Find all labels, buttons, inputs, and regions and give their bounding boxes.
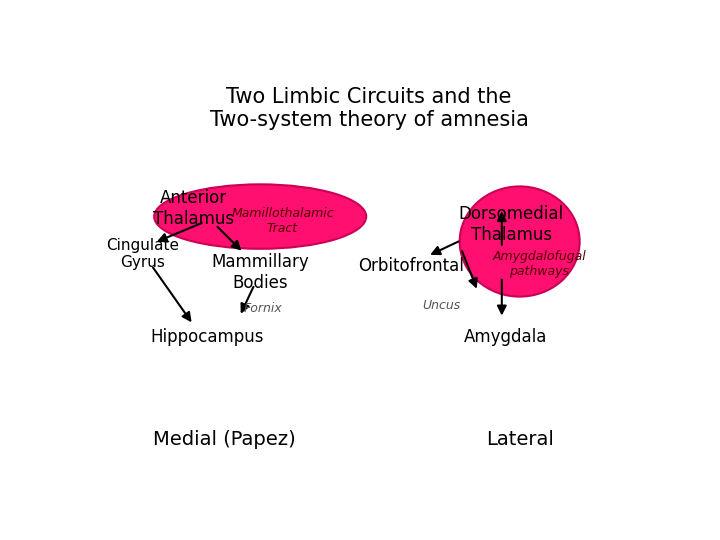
Text: Two Limbic Circuits and the
Two-system theory of amnesia: Two Limbic Circuits and the Two-system t…	[210, 87, 528, 130]
Ellipse shape	[459, 186, 580, 296]
Text: Mamillothalamic
Tract: Mamillothalamic Tract	[231, 207, 334, 235]
Text: Lateral: Lateral	[486, 429, 554, 449]
Text: Anterior
Thalamus: Anterior Thalamus	[153, 189, 234, 228]
Text: Orbitofrontal: Orbitofrontal	[358, 258, 464, 275]
Text: Amygdala: Amygdala	[464, 328, 547, 346]
Text: Fornix: Fornix	[243, 301, 282, 314]
Text: Mammillary
Bodies: Mammillary Bodies	[211, 253, 309, 292]
Text: Hippocampus: Hippocampus	[150, 328, 264, 346]
Text: Dorsomedial
Thalamus: Dorsomedial Thalamus	[459, 206, 564, 244]
Ellipse shape	[154, 184, 366, 249]
Text: Uncus: Uncus	[422, 300, 460, 313]
Text: Medial (Papez): Medial (Papez)	[153, 429, 295, 449]
Text: Amygdalofugal
pathways: Amygdalofugal pathways	[492, 251, 586, 279]
Text: Cingulate
Gyrus: Cingulate Gyrus	[107, 238, 179, 270]
